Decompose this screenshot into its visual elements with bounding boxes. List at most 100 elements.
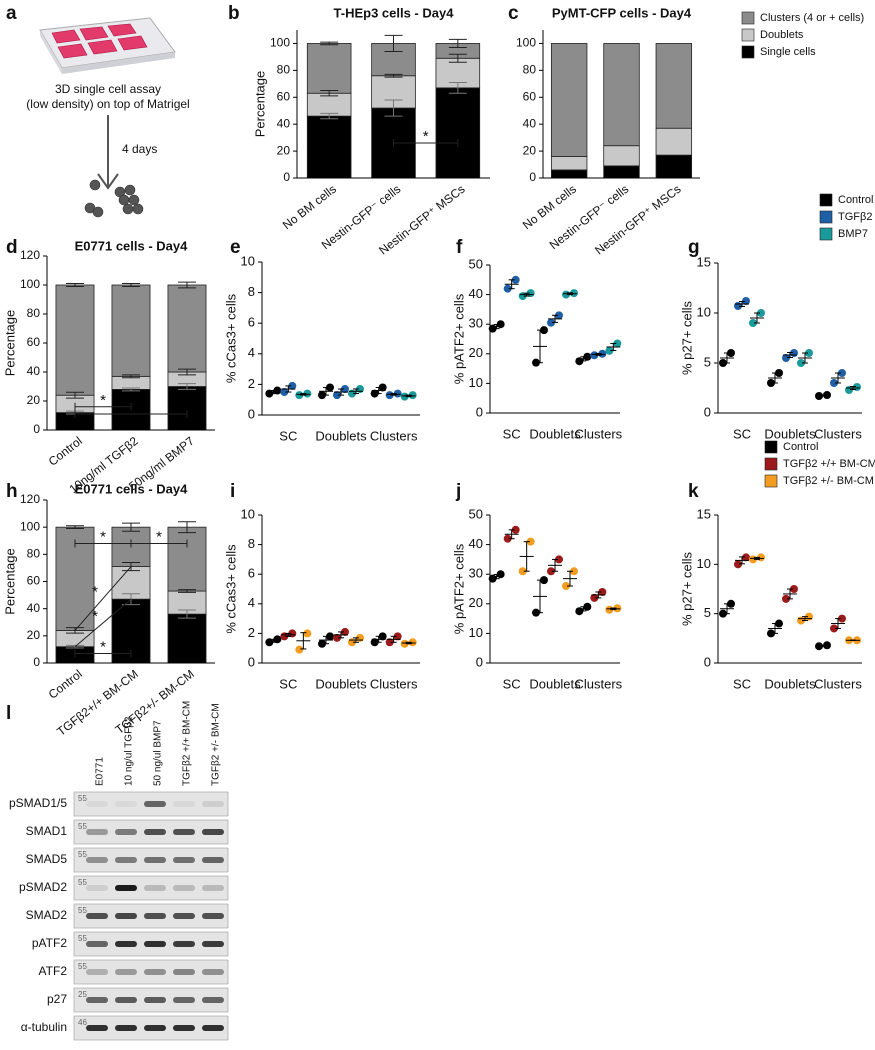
protein-label: pATF2: [32, 936, 67, 950]
data-point: [280, 632, 289, 641]
protein-label: p27: [47, 992, 67, 1006]
data-point: [333, 391, 341, 400]
band: [173, 801, 195, 807]
y-tick-label: 0: [476, 404, 483, 419]
x-tick-label: Control: [46, 434, 85, 469]
x-tick-label: Clusters: [370, 676, 418, 691]
legend-label: Single cells: [760, 46, 816, 58]
protein-label: pSMAD1/5: [9, 796, 67, 810]
data-point: [838, 614, 846, 623]
y-tick-label: 2: [248, 376, 255, 391]
band: [86, 829, 108, 835]
panel-label: d: [6, 237, 18, 258]
y-axis-label: % cCas3+ cells: [223, 544, 238, 634]
lane-label: 50 ng/ul BMP7: [153, 720, 164, 786]
bar-segment: [167, 526, 207, 592]
chart-title: E0771 cells - Day4: [75, 481, 189, 496]
data-point: [341, 627, 349, 636]
y-tick-label: 0: [529, 170, 536, 184]
y-axis-label: Percentage: [2, 548, 17, 615]
x-tick-label: Doublets: [315, 428, 367, 443]
y-axis-label: Percentage: [252, 71, 267, 138]
y-tick-label: 100: [20, 277, 40, 291]
band: [144, 969, 166, 975]
legend-label: TGFβ2 +/- BM-CM: [783, 475, 874, 487]
protein-label: ATF2: [39, 964, 68, 978]
bar-segment: [55, 284, 95, 396]
legend-swatch: [764, 440, 778, 454]
bar-segment: [167, 284, 207, 373]
data-point: [767, 379, 775, 387]
band: [144, 997, 166, 1003]
data-point: [532, 608, 540, 617]
legend-swatch: [741, 45, 755, 59]
y-tick-label: 60: [27, 335, 41, 349]
protein-label: pSMAD2: [19, 880, 67, 894]
band: [115, 885, 137, 891]
significance-star: *: [156, 528, 162, 545]
x-tick-label: Clusters: [574, 426, 622, 441]
marker-label: 55: [78, 878, 87, 887]
data-point: [326, 632, 334, 641]
band: [86, 1025, 108, 1031]
band: [86, 997, 108, 1003]
bar-segment: [603, 145, 640, 167]
legend-label: Clusters (4 or + cells): [760, 12, 864, 24]
x-tick-label: SC: [279, 676, 297, 691]
band: [86, 801, 108, 807]
x-tick-label: Clusters: [574, 676, 622, 691]
bar-segment: [550, 43, 588, 157]
data-point: [326, 383, 334, 392]
y-tick-label: 40: [27, 364, 41, 378]
legend-label: TGFβ2: [838, 211, 872, 223]
x-tick-label: SC: [503, 426, 521, 441]
x-tick-label: No BM cells: [280, 182, 339, 232]
data-point: [782, 594, 790, 603]
y-tick-label: 5: [704, 605, 711, 620]
y-tick-label: 100: [20, 519, 40, 533]
lane-label: TGFβ2 +/+ BM-CM: [182, 701, 193, 786]
data-point: [727, 349, 735, 357]
y-tick-label: 0: [476, 654, 483, 669]
y-axis-label: Percentage: [2, 310, 17, 377]
panel-label: j: [455, 481, 461, 502]
panel-label: k: [688, 481, 699, 502]
x-tick-label: Clusters: [814, 426, 862, 441]
panel-label: g: [688, 237, 700, 258]
band: [144, 1025, 166, 1031]
data-point: [605, 346, 614, 355]
y-axis-label: % p27+ cells: [679, 300, 694, 375]
culture-plate: [39, 17, 176, 74]
y-tick-label: 40: [27, 601, 41, 615]
bar-segment: [603, 43, 640, 147]
bar-segment: [655, 127, 693, 156]
y-tick-label: 80: [277, 63, 291, 77]
protein-label: α-tubulin: [21, 1020, 67, 1034]
chart-title: T-HEp3 cells - Day4: [334, 5, 455, 20]
data-point: [613, 604, 622, 613]
y-tick-label: 100: [516, 36, 536, 50]
bar-segment: [111, 375, 151, 390]
data-point: [385, 638, 394, 647]
bar-segment: [435, 87, 481, 179]
data-point: [280, 388, 289, 397]
data-point: [370, 638, 379, 647]
arrow-label: 4 days: [122, 142, 157, 156]
band: [115, 829, 137, 835]
chart-title: E0771 cells - Day4: [75, 238, 189, 253]
chart-title: PyMT-CFP cells - Day4: [552, 5, 692, 20]
data-point: [547, 318, 555, 327]
band: [115, 941, 137, 947]
band: [202, 1025, 224, 1031]
lane-label: E0771: [95, 757, 106, 786]
bar-segment: [603, 165, 640, 179]
x-tick-label: Doublets: [529, 426, 581, 441]
data-point: [719, 609, 727, 618]
band: [144, 857, 166, 863]
band: [173, 1025, 195, 1031]
band: [144, 913, 166, 919]
blot-strip: [73, 875, 229, 901]
y-tick-label: 120: [20, 248, 40, 262]
data-point: [503, 534, 512, 543]
